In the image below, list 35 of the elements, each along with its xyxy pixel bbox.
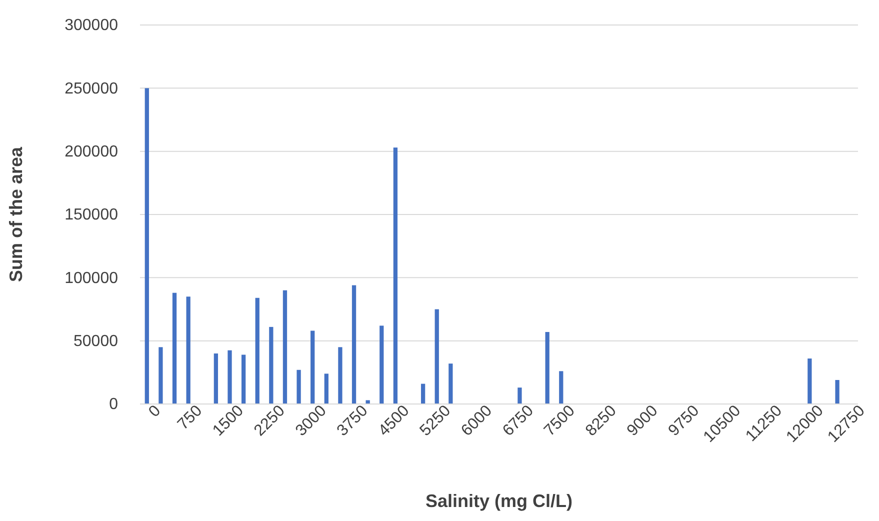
x-tick-label: 750 bbox=[174, 402, 206, 434]
y-tick-label: 100000 bbox=[64, 270, 118, 287]
bar bbox=[393, 148, 398, 404]
x-axis-title: Salinity (mg Cl/L) bbox=[425, 491, 573, 511]
bar bbox=[296, 370, 301, 404]
y-tick-label: 150000 bbox=[64, 206, 118, 224]
bar bbox=[835, 380, 840, 404]
bar bbox=[172, 292, 177, 404]
x-tick-label: 0 bbox=[146, 402, 164, 421]
bar bbox=[282, 290, 288, 404]
bar bbox=[518, 388, 522, 404]
bar bbox=[559, 371, 564, 404]
y-axis-title: Sum of the area bbox=[6, 146, 26, 282]
bar bbox=[255, 298, 260, 404]
bar bbox=[324, 374, 328, 404]
bar bbox=[186, 296, 190, 404]
bar bbox=[214, 353, 218, 404]
bar bbox=[144, 88, 149, 404]
bar bbox=[241, 354, 246, 404]
bar bbox=[545, 332, 550, 404]
bar bbox=[228, 350, 232, 404]
bar bbox=[269, 326, 274, 404]
bar bbox=[380, 326, 384, 404]
bar bbox=[352, 285, 356, 404]
bar bbox=[338, 347, 342, 404]
y-tick-label: 300000 bbox=[64, 17, 118, 34]
y-tick-label: 250000 bbox=[64, 80, 118, 98]
bar bbox=[434, 309, 439, 404]
bar bbox=[808, 358, 812, 404]
bar bbox=[448, 364, 453, 404]
bar bbox=[310, 330, 315, 404]
y-tick-label: 200000 bbox=[64, 143, 118, 160]
bar bbox=[420, 384, 426, 404]
bar bbox=[158, 347, 163, 404]
y-tick-label: 50000 bbox=[74, 332, 118, 350]
